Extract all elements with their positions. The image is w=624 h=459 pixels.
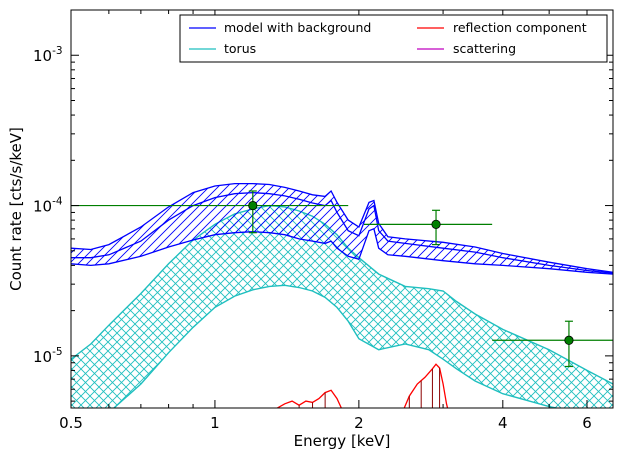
- x-tick-label-4: 6: [582, 414, 592, 432]
- model-lower-line: [71, 227, 613, 275]
- legend: model with background torus reflection c…: [179, 14, 608, 63]
- x-tick-label-3: 4: [498, 414, 508, 432]
- legend-label-model: model with background: [224, 20, 371, 35]
- legend-label-reflection: reflection component: [453, 20, 587, 35]
- y-axis-label: Count rate [cts/s/keV]: [7, 127, 25, 291]
- x-axis-label: Energy [keV]: [294, 432, 391, 450]
- torus-lower-line: [112, 284, 560, 408]
- y-tick-label-2: 10-3: [33, 45, 63, 65]
- lines: [276, 363, 449, 408]
- reflection-line-0: [276, 389, 343, 408]
- reflection-line-1: [403, 363, 449, 408]
- y-tick-label-1: 10-4: [33, 196, 63, 216]
- axis-tick-labels: 0.5 1 2 4 6 10-5 10-4 10-3: [33, 45, 592, 432]
- y-tick-label-0: 10-5: [33, 346, 63, 366]
- bands: [71, 182, 613, 408]
- data-points: [71, 190, 613, 368]
- model-band-fill: [71, 183, 613, 275]
- x-tick-label-2: 2: [354, 414, 364, 432]
- x-tick-label-0: 0.5: [59, 414, 83, 432]
- torus-band-fill: [71, 205, 613, 408]
- data-point-2: [564, 335, 574, 345]
- legend-box: [179, 14, 608, 63]
- legend-label-scattering: scattering: [453, 41, 516, 56]
- data-point-0: [248, 200, 258, 211]
- model-upper-line: [71, 182, 613, 273]
- data-point-1: [431, 219, 441, 229]
- legend-label-torus: torus: [224, 41, 256, 56]
- axis-ticks: [70, 10, 613, 408]
- model-mid-line: [71, 191, 613, 274]
- plot-frame: [70, 9, 614, 409]
- x-tick-label-1: 1: [210, 414, 220, 432]
